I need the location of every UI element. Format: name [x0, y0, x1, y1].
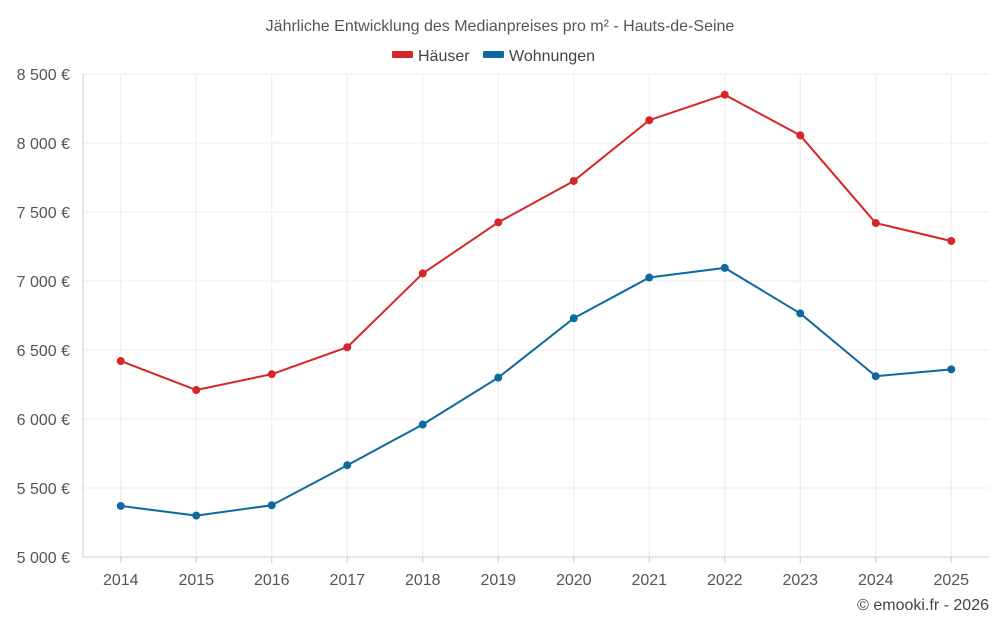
chart-title: Jährliche Entwicklung des Medianpreises …: [266, 18, 735, 35]
x-tick-label: 2019: [480, 572, 516, 589]
x-tick-label: 2016: [254, 572, 290, 589]
y-axis: 5 000 € 5 500 € 6 000 € 6 500 € 7 000 € 7 500…: [17, 67, 84, 567]
data-point[interactable]: [116, 501, 125, 510]
data-point[interactable]: [418, 420, 427, 429]
series-layer: [116, 90, 956, 520]
y-tick-label: 8 000 €: [17, 136, 70, 153]
y-tick-label: 7 500 €: [17, 205, 70, 222]
legend-swatch-hauser: [392, 51, 413, 58]
x-tick-label: 2021: [631, 572, 667, 589]
x-axis: 2014 2015 2016 2017 2018 2019 2020 2021 2022 2023…: [83, 556, 989, 589]
legend-label-wohnungen: Wohnungen: [509, 48, 595, 65]
y-tick-label: 5 500 €: [17, 481, 70, 498]
x-tick-label: 2018: [405, 572, 441, 589]
data-point[interactable]: [796, 309, 805, 318]
y-tick-label: 8 500 €: [17, 67, 70, 84]
y-tick-label: 5 000 €: [17, 550, 70, 567]
data-point[interactable]: [569, 314, 578, 323]
y-tick-label: 7 000 €: [17, 274, 70, 291]
data-point[interactable]: [947, 236, 956, 245]
data-point[interactable]: [494, 218, 503, 227]
data-point[interactable]: [796, 131, 805, 140]
series-wohnungen: [116, 263, 956, 520]
data-point[interactable]: [720, 90, 729, 99]
data-point[interactable]: [494, 373, 503, 382]
series-line: [120, 93, 952, 392]
data-point[interactable]: [871, 219, 880, 228]
legend: Häuser Wohnungen: [392, 48, 595, 65]
legend-label-hauser: Häuser: [418, 48, 470, 65]
data-point[interactable]: [645, 273, 654, 282]
series-line: [120, 266, 952, 517]
credit-text: © emooki.fr - 2026: [857, 597, 989, 614]
x-tick-label: 2017: [329, 572, 365, 589]
data-point[interactable]: [192, 386, 201, 395]
grid: [83, 73, 989, 558]
data-point[interactable]: [720, 263, 729, 272]
series-hauser: [116, 90, 956, 395]
data-point[interactable]: [116, 357, 125, 366]
data-point[interactable]: [343, 461, 352, 470]
y-tick-label: 6 000 €: [17, 412, 70, 429]
y-tick-label: 6 500 €: [17, 343, 70, 360]
x-tick-label: 2015: [178, 572, 214, 589]
legend-swatch-wohnungen: [483, 51, 504, 58]
data-point[interactable]: [192, 511, 201, 520]
data-point[interactable]: [645, 116, 654, 125]
x-tick-label: 2024: [858, 572, 894, 589]
x-tick-label: 2023: [782, 572, 818, 589]
data-point[interactable]: [267, 501, 276, 510]
data-point[interactable]: [418, 269, 427, 278]
x-tick-label: 2022: [707, 572, 743, 589]
legend-item-hauser[interactable]: Häuser: [392, 48, 470, 65]
data-point[interactable]: [947, 365, 956, 374]
x-tick-label: 2014: [103, 572, 139, 589]
legend-item-wohnungen[interactable]: Wohnungen: [483, 48, 595, 65]
x-tick-label: 2020: [556, 572, 592, 589]
data-point[interactable]: [871, 372, 880, 381]
data-point[interactable]: [569, 176, 578, 185]
data-point[interactable]: [343, 343, 352, 352]
x-tick-label: 2025: [933, 572, 969, 589]
data-point[interactable]: [267, 370, 276, 379]
